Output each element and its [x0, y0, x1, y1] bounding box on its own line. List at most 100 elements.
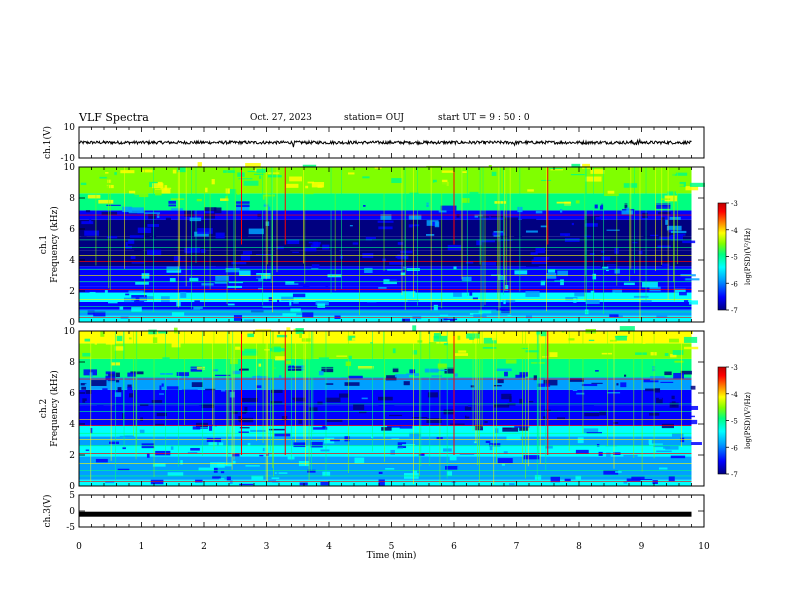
spectral-patch	[321, 366, 334, 373]
spectral-patch	[496, 368, 512, 372]
spectral-patch	[296, 315, 307, 318]
spectral-patch	[169, 278, 176, 283]
spectral-patch	[688, 419, 698, 425]
spectral-patch	[469, 337, 475, 340]
spectral-patch	[484, 421, 488, 424]
spectral-patch	[400, 272, 406, 276]
spectral-patch	[165, 217, 171, 222]
spectral-patch	[514, 426, 530, 428]
spectral-patch	[127, 372, 137, 377]
spectral-patch	[469, 290, 473, 296]
spectral-patch	[232, 460, 236, 465]
spectral-patch	[277, 299, 280, 306]
spectral-patch	[409, 237, 420, 240]
ch1-spectrogram-ylabel-channel: ch.1	[39, 235, 49, 254]
spectral-patch	[461, 198, 470, 203]
spectral-patch	[421, 332, 429, 338]
spectral-patch	[503, 298, 506, 305]
spectral-patch	[607, 190, 615, 194]
spectral-patch	[214, 420, 217, 427]
spectral-patch	[679, 291, 687, 296]
spectral-patch	[286, 183, 299, 188]
spectral-patch	[528, 400, 534, 403]
spectral-patch	[537, 383, 551, 387]
spectral-patch	[274, 432, 291, 437]
spectral-patch	[271, 477, 280, 480]
spectral-patch	[377, 220, 394, 223]
x-tick-label: 1	[139, 542, 145, 552]
spectral-patch	[251, 216, 265, 218]
spectral-patch	[284, 316, 288, 321]
spectral-patch	[190, 316, 194, 322]
spectral-patch	[190, 366, 203, 372]
y-tick-label: 0	[69, 318, 75, 328]
spectral-patch	[434, 182, 448, 188]
spectral-patch	[119, 174, 126, 179]
spectral-patch	[670, 230, 687, 234]
spectral-patch	[348, 355, 352, 360]
spectral-patch	[585, 299, 600, 305]
spectral-patch	[683, 336, 698, 343]
spectral-patch	[318, 371, 324, 376]
spectral-band	[79, 309, 692, 316]
spectral-patch	[91, 380, 107, 386]
spectral-patch	[122, 447, 126, 450]
date-label: Oct. 27, 2023	[250, 113, 312, 123]
spectral-patch	[120, 170, 135, 174]
spectral-patch	[664, 170, 677, 175]
spectral-patch	[502, 299, 516, 303]
spectral-patch	[601, 352, 613, 355]
spectral-patch	[648, 439, 652, 444]
spectral-patch	[238, 368, 249, 371]
spectral-patch	[220, 471, 225, 474]
spectral-patch	[557, 270, 569, 277]
spectral-patch	[587, 170, 591, 173]
spectral-patch	[140, 482, 145, 486]
spectral-patch	[357, 222, 369, 225]
spectral-patch	[426, 165, 442, 171]
spectral-patch	[397, 242, 404, 245]
spectral-patch	[106, 341, 112, 343]
spectral-patch	[131, 262, 145, 264]
spectral-patch	[649, 239, 653, 243]
spectral-patch	[599, 410, 606, 416]
spectral-patch	[284, 399, 295, 402]
spectral-patch	[147, 249, 162, 256]
spectral-patch	[352, 242, 359, 245]
spectral-patch	[550, 169, 563, 171]
spectral-patch	[105, 481, 115, 484]
spectral-patch	[658, 211, 671, 215]
spectral-patch	[604, 191, 619, 197]
spectral-patch	[256, 272, 271, 279]
spectral-patch	[293, 442, 306, 448]
spectral-patch	[615, 471, 622, 473]
spectral-patch	[525, 291, 540, 297]
spectral-patch	[465, 261, 474, 264]
spectral-patch	[81, 221, 94, 225]
spectral-patch	[105, 375, 116, 381]
spectral-patch	[449, 456, 457, 461]
spectral-patch	[691, 442, 702, 445]
spectral-patch	[241, 350, 258, 356]
spectral-patch	[578, 459, 594, 463]
spectral-patch	[105, 371, 116, 375]
spectral-patch	[157, 213, 160, 218]
spectral-patch	[359, 411, 367, 414]
spectral-patch	[667, 415, 675, 418]
spectral-patch	[466, 252, 478, 255]
spectral-patch	[276, 334, 288, 338]
spectral-patch	[683, 346, 699, 350]
spectral-band	[79, 425, 692, 437]
spectral-patch	[305, 185, 309, 189]
spectral-patch	[289, 300, 292, 306]
spectral-patch	[464, 406, 472, 411]
spectral-patch	[245, 163, 261, 168]
spectral-patch	[286, 327, 291, 333]
spectral-patch	[315, 301, 329, 306]
spectral-patch	[113, 404, 123, 407]
spectral-patch	[84, 338, 91, 342]
spectral-patch	[269, 348, 285, 352]
spectral-patch	[390, 449, 395, 455]
spectral-patch	[682, 240, 696, 244]
spectral-patch	[257, 287, 263, 290]
